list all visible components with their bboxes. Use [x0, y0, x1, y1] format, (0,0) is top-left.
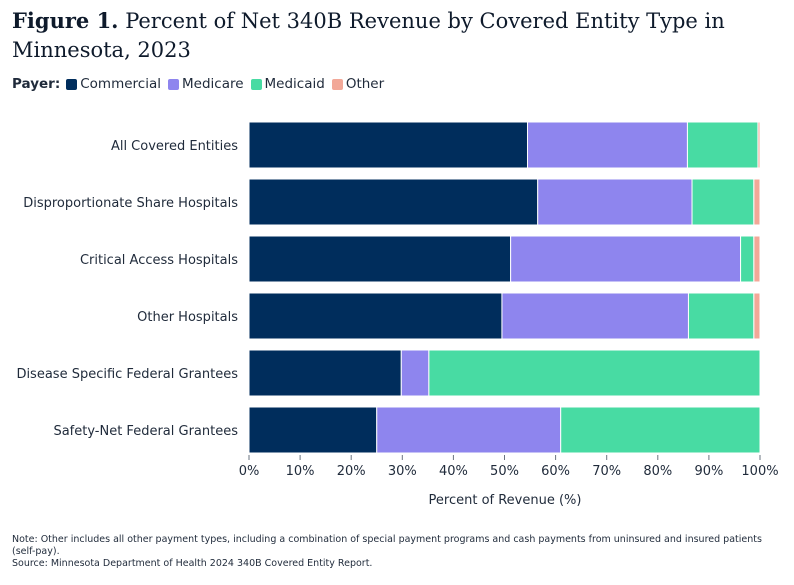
x-tick-label: 100%: [741, 464, 778, 479]
legend-label: Payer:: [12, 76, 61, 92]
x-axis-title: Percent of Revenue (%): [429, 493, 582, 508]
legend-item-medicaid: Medicaid: [250, 76, 325, 92]
x-tick-label: 10%: [286, 464, 315, 479]
x-tick-label: 90%: [694, 464, 723, 479]
category-label: Critical Access Hospitals: [80, 253, 238, 268]
category-label: Disease Specific Federal Grantees: [16, 367, 238, 382]
bar-group: [248, 121, 761, 454]
legend-item-other: Other: [331, 76, 385, 92]
category-label: All Covered Entities: [111, 139, 238, 154]
bar-other-3: [753, 292, 761, 340]
legend-text-medicaid: Medicaid: [264, 76, 325, 92]
bar-medicaid-0: [686, 121, 759, 169]
bar-commercial-4: [248, 349, 402, 397]
legend-item-commercial: Commercial: [66, 76, 161, 92]
x-tick-label: 60%: [541, 464, 570, 479]
bar-medicare-0: [526, 121, 688, 169]
legend-swatch-other: [331, 78, 343, 90]
bar-commercial-5: [248, 406, 378, 454]
legend-text-commercial: Commercial: [80, 76, 161, 92]
legend-swatch-medicare: [168, 78, 179, 90]
legend-text-other: Other: [345, 76, 385, 92]
legend-text-medicare: Medicare: [182, 76, 244, 92]
bar-other-2: [753, 235, 761, 283]
bar-medicare-3: [501, 292, 689, 340]
note-text: Note: Other includes all other payment t…: [12, 534, 762, 557]
legend: Payer: Commercial Medicare Medicaid Othe…: [12, 76, 391, 92]
chart-title: Figure 1. Percent of Net 340B Revenue by…: [12, 6, 792, 65]
bar-other-0: [757, 121, 761, 169]
bar-commercial-0: [248, 121, 528, 169]
chart-notes: Note: Other includes all other payment t…: [12, 534, 782, 570]
source-text: Source: Minnesota Department of Health 2…: [12, 558, 373, 569]
bar-medicaid-2: [740, 235, 755, 283]
bar-medicaid-4: [428, 349, 761, 397]
legend-swatch-medicaid: [250, 78, 262, 90]
bar-medicare-4: [400, 349, 430, 397]
bar-medicare-2: [510, 235, 742, 283]
bar-commercial-1: [248, 178, 539, 226]
legend-swatch-commercial: [66, 78, 78, 90]
x-tick-label: 50%: [490, 464, 519, 479]
x-tick-label: 30%: [388, 464, 417, 479]
figure-label: Figure 1.: [12, 8, 119, 33]
x-axis-ticks: 0% 10% 20% 30% 40% 50% 60% 70% 80% 90% 100%: [239, 455, 779, 479]
category-label: Other Hospitals: [137, 310, 238, 325]
bar-medicaid-5: [560, 406, 761, 454]
x-tick-label: 20%: [337, 464, 366, 479]
category-labels: All Covered Entities Disproportionate Sha…: [16, 139, 238, 439]
category-label: Disproportionate Share Hospitals: [23, 196, 238, 211]
x-tick-label: 80%: [643, 464, 672, 479]
x-tick-label: 0%: [239, 464, 260, 479]
title-text: Percent of Net 340B Revenue by Covered E…: [12, 9, 725, 62]
bar-other-1: [753, 178, 761, 226]
bar-commercial-2: [248, 235, 512, 283]
bar-medicaid-1: [691, 178, 755, 226]
legend-item-medicare: Medicare: [168, 76, 244, 92]
x-tick-label: 40%: [439, 464, 468, 479]
bar-medicaid-3: [687, 292, 755, 340]
x-tick-label: 70%: [592, 464, 621, 479]
category-label: Safety-Net Federal Grantees: [53, 424, 238, 439]
stacked-bar-chart: All Covered Entities Disproportionate Sha…: [16, 121, 779, 508]
bar-commercial-3: [248, 292, 503, 340]
bar-medicare-1: [537, 178, 693, 226]
bar-medicare-5: [376, 406, 562, 454]
